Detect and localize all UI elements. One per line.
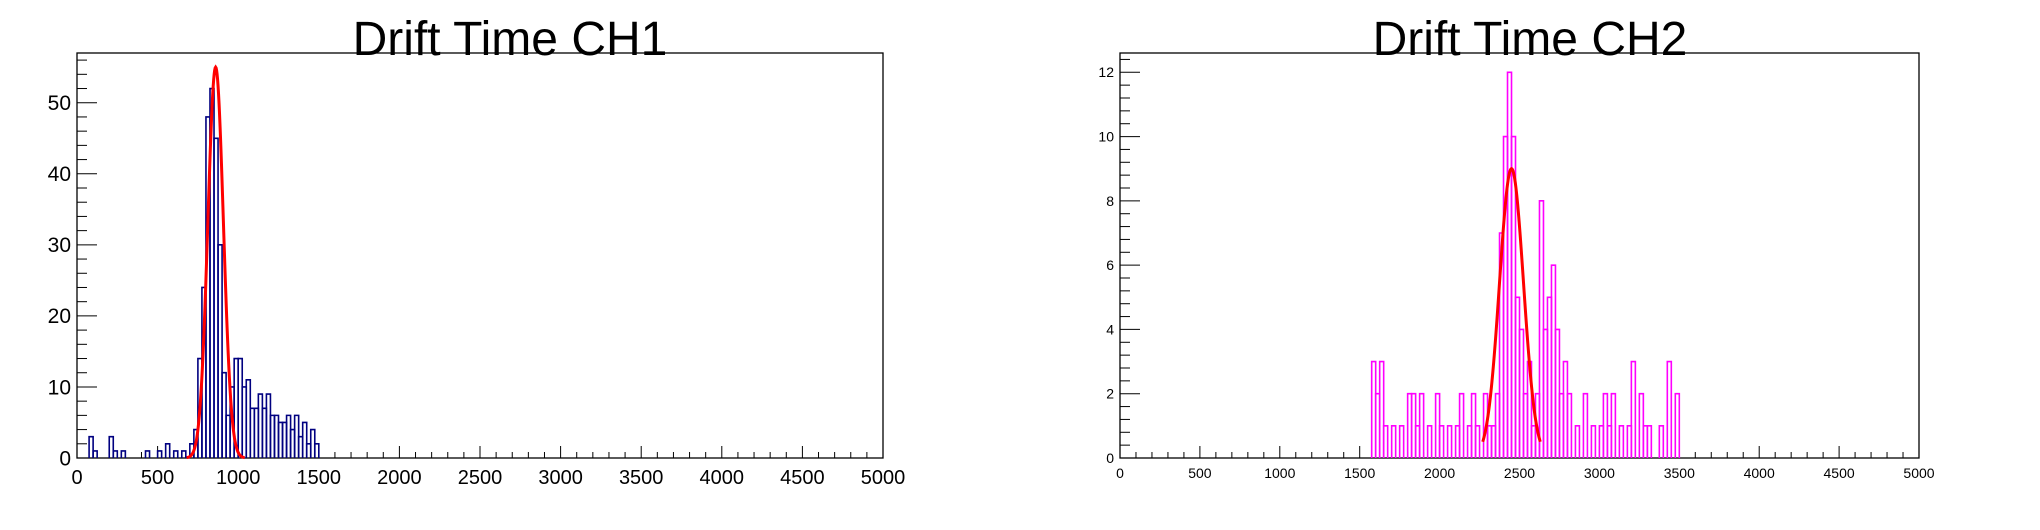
x-tick-label: 2500 [458, 467, 503, 489]
x-tick-label: 4000 [700, 467, 745, 489]
histogram-bin [301, 421, 308, 458]
histogram-bin [1618, 425, 1625, 458]
histogram-bin [120, 450, 127, 458]
histogram-bin [1674, 392, 1681, 458]
histogram-bin [1418, 392, 1425, 458]
histogram-bin [112, 450, 119, 458]
x-tick-label: 3500 [1664, 465, 1695, 481]
histogram-bin [1426, 425, 1433, 458]
histogram-bin [1630, 360, 1637, 458]
y-tick-label: 2 [1106, 386, 1114, 402]
x-tick-label: 2000 [377, 467, 422, 489]
gaussian-fit-curve [1481, 167, 1542, 443]
y-tick-label: 0 [1106, 450, 1114, 466]
x-tick-label: 0 [71, 467, 82, 489]
histogram-bin [156, 450, 163, 458]
histogram-bin [1382, 425, 1389, 458]
x-tick-label: 1000 [1264, 465, 1295, 481]
x-tick-label: 5000 [1903, 465, 1934, 481]
x-tick-label: 3000 [538, 467, 583, 489]
histogram-bin [1474, 425, 1481, 458]
histogram-bin [1646, 425, 1653, 458]
x-tick-label: 4500 [1824, 465, 1855, 481]
histogram-bin [1574, 425, 1581, 458]
histogram-bin [1378, 360, 1385, 458]
histogram-bin [1658, 425, 1665, 458]
histogram-bin [1590, 425, 1597, 458]
x-tick-label: 1500 [297, 467, 342, 489]
histogram-bin [180, 450, 187, 458]
histogram-bin [164, 442, 171, 458]
histogram-bin [88, 435, 94, 458]
y-tick-label: 8 [1106, 193, 1114, 209]
histogram-bin [217, 244, 223, 458]
histogram-bin [1458, 392, 1465, 458]
chart-title: Drift Time CH2 [1372, 13, 1688, 66]
chart-panel-ch2: Drift Time CH2 0 2 4 6 8 10 12 0 500 1000 1500 2000… [1020, 0, 2040, 530]
x-tick-label: 4500 [780, 467, 825, 489]
histogram-bin [108, 435, 115, 458]
y-tick-label: 40 [48, 163, 71, 186]
histogram-bin [1446, 425, 1453, 458]
y-tick-label: 10 [48, 376, 71, 399]
x-tick-label: 4000 [1744, 465, 1775, 481]
histogram-bin [1610, 392, 1617, 458]
histogram-bin [172, 450, 179, 458]
x-tick-label: 1000 [216, 467, 261, 489]
x-tick-label: 0 [1116, 465, 1124, 481]
y-tick-label: 6 [1106, 257, 1114, 273]
x-tick-label: 2000 [1424, 465, 1455, 481]
y-tick-label: 4 [1106, 321, 1114, 337]
histogram-bin [1566, 392, 1573, 458]
x-tick-label: 500 [141, 467, 174, 489]
chart-canvas-ch2: 0 2 4 6 8 10 12 0 500 1000 1500 2000 2500 3000 3500 400… [1098, 52, 1935, 481]
histogram-bin [92, 450, 98, 458]
x-tick-label: 5000 [861, 467, 906, 489]
y-tick-label: 30 [48, 234, 71, 257]
x-tick-label: 1500 [1344, 465, 1375, 481]
histogram-bin [1398, 425, 1405, 458]
x-tick-label: 3500 [619, 467, 664, 489]
histogram-bin [1666, 360, 1673, 458]
y-tick-label: 50 [48, 92, 71, 115]
y-tick-label: 20 [48, 305, 71, 328]
x-tick-label: 3000 [1584, 465, 1615, 481]
x-tick-label: 2500 [1504, 465, 1535, 481]
histogram-bin [144, 450, 151, 458]
chart-title: Drift Time CH1 [352, 13, 668, 66]
histogram-bin [1438, 425, 1445, 458]
histogram-bin [313, 442, 320, 458]
y-tick-label: 10 [1098, 128, 1114, 144]
y-tick-label: 0 [59, 447, 71, 470]
chart-panel-ch1: Drift Time CH1 0 10 20 30 40 50 0 500 1000 1500 20… [48, 13, 906, 489]
gaussian-fit-curve [186, 64, 245, 460]
histogram-bin [1582, 392, 1589, 458]
y-tick-label: 12 [1098, 64, 1114, 80]
histogram-bin [1390, 425, 1397, 458]
x-tick-label: 500 [1188, 465, 1212, 481]
